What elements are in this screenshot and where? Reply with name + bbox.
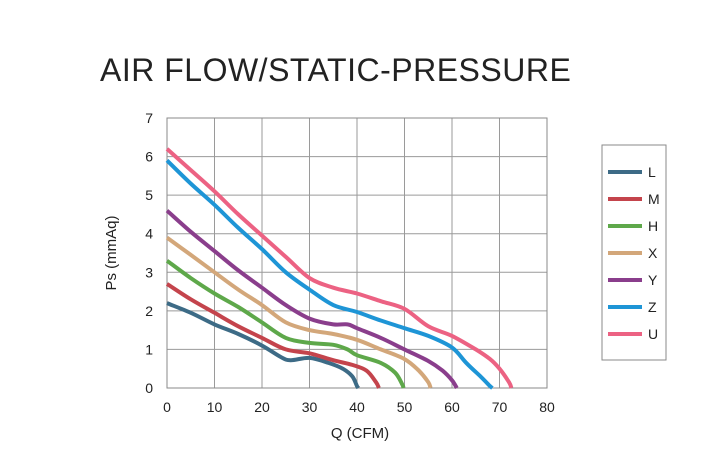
- series-line-x: [165, 235, 433, 389]
- series-line-m: [165, 282, 381, 389]
- legend-label-m: M: [648, 191, 660, 207]
- x-tick-label: 80: [539, 399, 555, 415]
- y-tick-label: 3: [145, 264, 153, 280]
- x-tick-label: 60: [444, 399, 460, 415]
- series-layer: [165, 147, 514, 390]
- x-tick-label: 20: [254, 399, 270, 415]
- y-tick-label: 2: [145, 303, 153, 319]
- y-tick-label: 7: [145, 110, 153, 126]
- legend-label-h: H: [648, 218, 658, 234]
- y-tick-label: 4: [145, 226, 153, 242]
- series-line-y: [165, 209, 459, 390]
- x-tick-label: 50: [397, 399, 413, 415]
- y-tick-label: 0: [145, 380, 153, 396]
- series-line-h: [165, 259, 406, 389]
- y-tick-label: 1: [145, 341, 153, 357]
- legend-label-z: Z: [648, 299, 657, 315]
- y-tick-label: 5: [145, 187, 153, 203]
- x-tick-label: 70: [492, 399, 508, 415]
- legend-label-l: L: [648, 164, 656, 180]
- legend-label-x: X: [648, 245, 658, 261]
- series-line-l: [166, 301, 361, 390]
- legend-label-y: Y: [648, 272, 658, 288]
- x-tick-label: 30: [302, 399, 318, 415]
- series-line-u: [165, 147, 514, 389]
- tick-label-layer: 0 10 20 30 40 50 60 70 80 0 1 2 3 4 5 6 7: [145, 110, 555, 415]
- x-axis-label: Q (CFM): [331, 425, 389, 442]
- grid-layer: [166, 117, 548, 389]
- x-tick-label: 10: [207, 399, 223, 415]
- series-line-z: [165, 158, 494, 390]
- y-axis-label: Ps (mmAq): [103, 215, 120, 290]
- legend-label-u: U: [648, 326, 658, 342]
- x-tick-label: 40: [349, 399, 365, 415]
- chart-title: AIR FLOW/STATIC-PRESSURE: [100, 52, 572, 88]
- y-tick-label: 6: [145, 149, 153, 165]
- x-tick-label: 0: [163, 399, 171, 415]
